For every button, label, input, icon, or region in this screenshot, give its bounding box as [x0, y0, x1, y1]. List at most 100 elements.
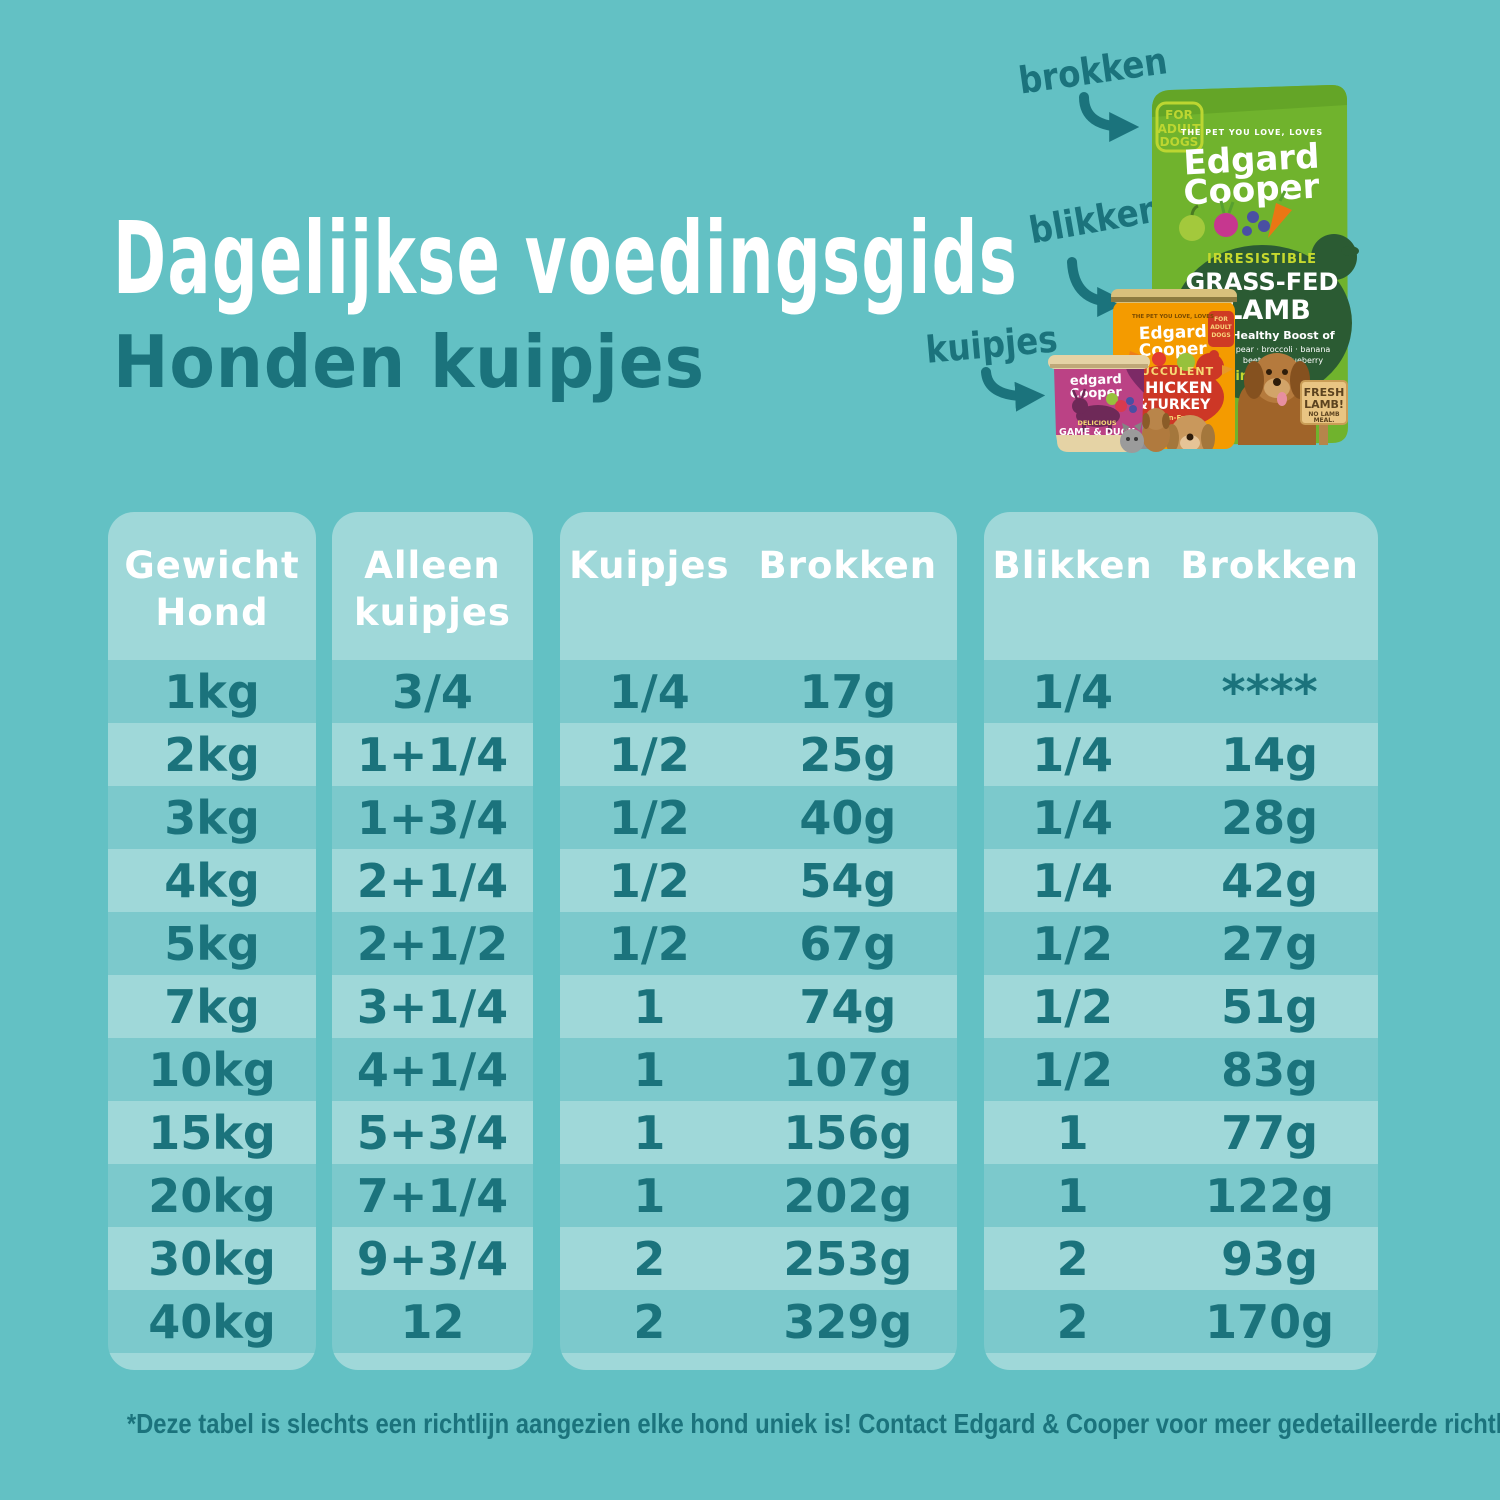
- cell-alleen: 2+1/2: [356, 916, 509, 971]
- table-row: 1/4 42g: [984, 849, 1378, 912]
- cell-kuipjes: 1: [633, 1168, 666, 1223]
- svg-text:LAMB: LAMB: [1225, 295, 1311, 326]
- table-row: 1/4 17g: [560, 660, 957, 723]
- cell-blikken: 2: [1056, 1294, 1089, 1349]
- tray-flavor: GAME & DUCK: [1059, 427, 1136, 438]
- table-row: 15kg: [108, 1101, 316, 1164]
- table-row: 5+3/4: [332, 1101, 533, 1164]
- table-row: 1/2 27g: [984, 912, 1378, 975]
- svg-text:MEAL.: MEAL.: [1314, 417, 1335, 424]
- tray-brand: edgard: [1070, 372, 1122, 389]
- column-header-weight: Gewicht Hond: [108, 512, 316, 660]
- cell-blikken: 1/4: [1032, 727, 1114, 782]
- cell-blikken: 1/4: [1032, 790, 1114, 845]
- bag-claim: IRRESISTIBLE: [1207, 252, 1317, 267]
- cell-blikken: 1/2: [1032, 979, 1114, 1034]
- table-row: 1 107g: [560, 1038, 957, 1101]
- panel-footer-strip: [984, 1353, 1378, 1370]
- cell-kuipjes: 1/4: [608, 664, 690, 719]
- table-row: 1/2 25g: [560, 723, 957, 786]
- cell-brokken: 51g: [1221, 979, 1319, 1034]
- bag-boost-title: Healthy Boost of: [1231, 329, 1335, 342]
- cell-blikken: 1/4: [1032, 853, 1114, 908]
- svg-text:DOGS: DOGS: [1211, 332, 1230, 339]
- cell-brokken: 28g: [1221, 790, 1319, 845]
- table-row: 1/2 67g: [560, 912, 957, 975]
- can-tagline: THE PET YOU LOVE, LOVES: [1132, 314, 1214, 320]
- arrow-brokken-icon: [1079, 92, 1140, 142]
- arrow-kuipjes-icon: [981, 367, 1046, 412]
- table-row: 7kg: [108, 975, 316, 1038]
- svg-text:LAMB!: LAMB!: [1304, 398, 1344, 411]
- cell-kuipjes: 1/2: [608, 916, 690, 971]
- svg-text:NO LAMB: NO LAMB: [1308, 411, 1340, 418]
- table-row: 1kg: [108, 660, 316, 723]
- cell-brokken: 27g: [1221, 916, 1319, 971]
- cell-kuipjes: 1/2: [608, 853, 690, 908]
- table-panel-kuipjes-brokken: Kuipjes Brokken 1/4 17g 1/2 25g 1/2 40g 1/2…: [560, 512, 957, 1370]
- puppy-icon: [1142, 408, 1170, 452]
- cell-brokken: 253g: [783, 1231, 913, 1286]
- cell-weight: 40kg: [148, 1294, 276, 1349]
- cell-brokken: 54g: [799, 853, 897, 908]
- table-row: 2 93g: [984, 1227, 1378, 1290]
- product-pack-cluster: FOR ADULT DOGS THE PET YOU LOVE, LOVES E…: [1048, 84, 1359, 453]
- cell-alleen: 3/4: [392, 664, 473, 719]
- bag-dog-icon: [1238, 353, 1316, 445]
- table-row: 5kg: [108, 912, 316, 975]
- cell-brokken: 107g: [783, 1042, 913, 1097]
- cell-weight: 2kg: [164, 727, 260, 782]
- svg-text:ADULT: ADULT: [1210, 324, 1232, 331]
- cell-blikken: 1: [1056, 1105, 1089, 1160]
- cell-alleen: 5+3/4: [356, 1105, 509, 1160]
- cell-blikken: 1/2: [1032, 916, 1114, 971]
- table-row: 1/2 54g: [560, 849, 957, 912]
- arrow-blikken-icon: [1067, 257, 1128, 317]
- table-row: 1 74g: [560, 975, 957, 1038]
- table-row: 30kg: [108, 1227, 316, 1290]
- table-panel-blikken-brokken: Blikken Brokken 1/4 **** 1/4 14g 1/4 28g 1/…: [984, 512, 1378, 1370]
- cell-alleen: 12: [400, 1294, 465, 1349]
- cell-brokken: 42g: [1221, 853, 1319, 908]
- cell-weight: 10kg: [148, 1042, 276, 1097]
- table-row: 40kg: [108, 1290, 316, 1353]
- cell-brokken: 329g: [783, 1294, 913, 1349]
- cell-weight: 30kg: [148, 1231, 276, 1286]
- table-row: 9+3/4: [332, 1227, 533, 1290]
- cell-alleen: 4+1/4: [356, 1042, 509, 1097]
- table-row: 1+1/4: [332, 723, 533, 786]
- svg-text:ADULT: ADULT: [1158, 122, 1202, 136]
- cell-weight: 1kg: [164, 664, 260, 719]
- deer-silhouette-icon: [1071, 388, 1120, 432]
- cell-brokken: 170g: [1205, 1294, 1335, 1349]
- cell-brokken: 40g: [799, 790, 897, 845]
- svg-text:&TURKEY: &TURKEY: [1136, 397, 1211, 413]
- table-row: 1/2 51g: [984, 975, 1378, 1038]
- can-claim: SUCCULENT: [1132, 365, 1214, 378]
- cell-brokken: 202g: [783, 1168, 913, 1223]
- cell-brokken: 67g: [799, 916, 897, 971]
- cell-brokken: 122g: [1205, 1168, 1335, 1223]
- table-row: 4kg: [108, 849, 316, 912]
- table-row: 2+1/2: [332, 912, 533, 975]
- table-row: 3kg: [108, 786, 316, 849]
- table-row: 2 170g: [984, 1290, 1378, 1353]
- svg-text:Cooper: Cooper: [1183, 166, 1321, 213]
- table-row: 1/4 14g: [984, 723, 1378, 786]
- cell-blikken: 1/4: [1032, 664, 1114, 719]
- cell-kuipjes: 1: [633, 979, 666, 1034]
- svg-text:pear · broccoli · banana: pear · broccoli · banana: [1236, 345, 1331, 354]
- page-subtitle: Honden kuipjes: [113, 320, 705, 404]
- tray-claim: DELICIOUS: [1077, 419, 1116, 427]
- fresh-lamb-sign: FRESH LAMB! NO LAMB MEAL.: [1300, 380, 1348, 445]
- footnote-text: *Deze tabel is slechts een richtlijn aan…: [126, 1408, 1500, 1439]
- bag-brand: Edgard: [1182, 136, 1320, 183]
- table-row: 1 156g: [560, 1101, 957, 1164]
- cell-blikken: 1: [1056, 1168, 1089, 1223]
- cell-brokken: 93g: [1221, 1231, 1319, 1286]
- table-row: 1 202g: [560, 1164, 957, 1227]
- can-badge: FOR: [1214, 316, 1228, 323]
- table-row: 1 122g: [984, 1164, 1378, 1227]
- cell-weight: 7kg: [164, 979, 260, 1034]
